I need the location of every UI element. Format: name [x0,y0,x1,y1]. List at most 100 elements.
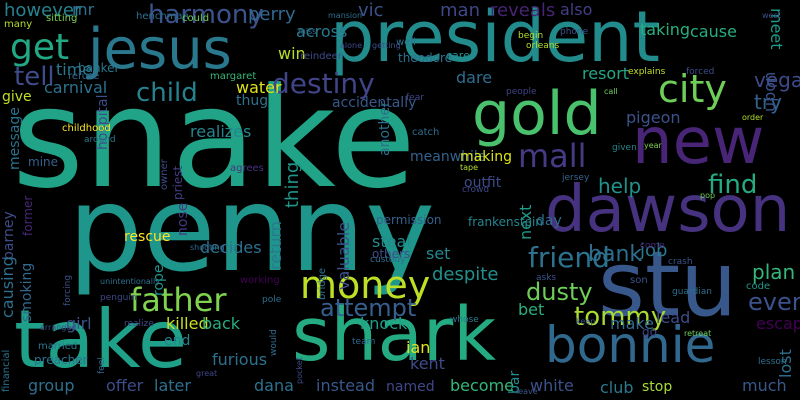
word-decides: smoking [19,262,35,322]
word-financial: leave [516,387,538,396]
word-plan: bank [588,242,643,267]
word-however: help [598,174,642,198]
word-getting: mansion [328,11,363,20]
word-dare: water [236,78,282,97]
word-well: much [742,376,787,395]
word-friend: child [136,78,198,108]
word-knock: end [164,333,191,349]
word-tape: agrees [230,163,264,174]
word-set: steal [372,232,411,251]
word-reveals: vic [358,0,384,21]
word-shark: shark [292,292,497,378]
word-sitting: phone [560,27,589,37]
word-thing: upon [760,71,779,112]
word-lesson: unintentionally [100,277,160,286]
word-end: killed [166,314,209,333]
word-son: come [640,241,665,251]
word-destiny: destiny [272,67,375,100]
word-club: become [450,376,515,395]
word-snake: snake [12,58,416,219]
word-order: tape [460,163,479,172]
word-lead: day [536,213,562,229]
word-bridge: priest [171,165,185,200]
word-working: keep [576,317,596,326]
word-catch: around [84,135,116,145]
word-also: man [440,0,480,21]
word-father: father [130,281,227,319]
word-crowd: jersey [562,173,590,183]
word-named: dana [254,376,294,395]
word-orleans: care [446,49,470,62]
word-realize: working [240,275,280,286]
word-pop: frankenstein [468,215,543,229]
word-fear: explains [628,67,666,77]
word-refuse: sitting [46,13,78,24]
word-new: new [632,105,765,179]
word-many: orleans [526,41,560,51]
word-give: time [56,60,93,79]
word-year: given [612,143,637,153]
word-theodore: stop [642,379,673,395]
word-would: whose [450,315,479,325]
word-custody: shooting [190,243,225,252]
word-try: eventually [748,288,800,316]
word-next: set [426,244,451,263]
word-money: money [300,263,431,307]
word-accidentally: thing [282,161,303,208]
word-priest: pop [700,191,716,200]
word-offer: go [642,325,657,339]
word-upon: resort [582,64,630,83]
word-stu: stu [598,232,738,337]
word-get: get [10,27,70,68]
word-bar: ian [406,338,431,357]
word-across: mr [72,0,95,19]
word-begin: well [396,37,416,48]
word-smoking: former [21,195,35,236]
word-pigeon: dare [456,68,493,87]
word-penny: penny [68,160,435,298]
word-call: forced [686,67,715,77]
word-take: take [14,293,188,386]
word-unintentionally: forcing [63,274,73,306]
word-instead: later [154,376,191,395]
word-ian: furious [212,350,268,369]
word-crash: asks [536,273,557,283]
word-pole: penguin [100,293,137,303]
word-phone: begin [518,31,544,41]
word-rescue: causing [0,256,17,318]
word-dana: offer [106,376,144,395]
word-miss: alone [340,41,363,50]
word-whose: arranged [40,323,77,332]
word-barney: message [7,107,23,170]
word-gold: gold [472,79,602,149]
word-married: retreat [684,329,712,338]
word-become: instead [316,376,375,395]
word-tell: try [754,90,782,114]
word-shooting: owner [159,159,170,190]
word-despite: valuable [334,221,353,290]
word-taking: reveals [490,0,556,21]
word-man: across [296,22,348,41]
word-margaret: henchman [136,11,189,22]
word-stop: white [530,376,574,395]
word-jesus: jesus [88,17,232,82]
word-retreat: team [352,337,376,347]
word-lost: make [610,314,654,333]
word-win: carnival [44,78,108,97]
word-penguin: code [746,281,771,292]
word-could: refuse [68,71,100,82]
word-leave: pole [262,295,282,305]
word-find: find [708,170,758,200]
word-banker: many [4,19,33,30]
word-childhood: call [604,87,618,96]
word-back: girl [66,314,92,333]
word-dawson: dawson [545,173,791,247]
word-forcing: great [196,369,218,378]
word-outfit: meanwhile [410,149,487,165]
word-frankenstein: year [644,141,662,150]
word-mansion: pocket [295,357,304,384]
word-bonnie: bonnie [545,316,716,374]
word-others: custody [370,255,406,265]
word-keep: son [630,275,648,286]
word-meet: taking [640,20,691,39]
